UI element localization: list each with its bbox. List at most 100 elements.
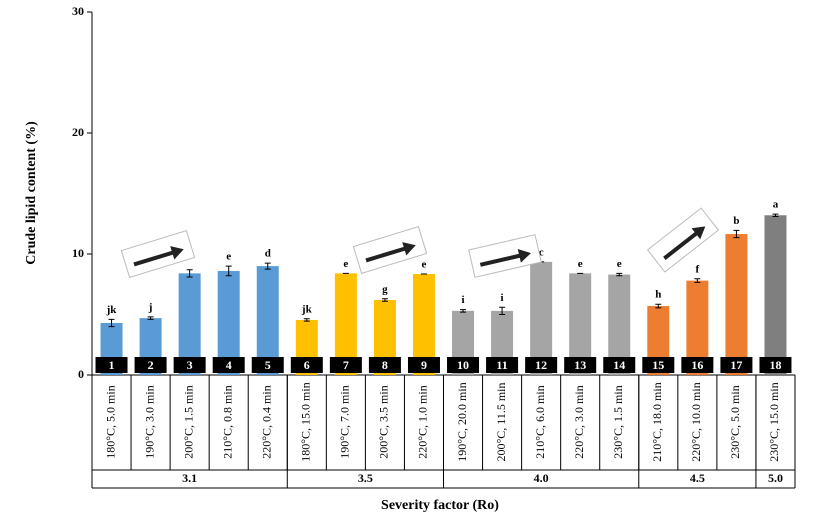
significance-letter: e <box>343 258 348 270</box>
error-bar <box>694 278 701 283</box>
number-box <box>642 357 675 373</box>
x-tick-label: 210°C, 6.0 min <box>533 385 547 458</box>
error-bar <box>147 316 154 320</box>
category-number: 14 <box>613 358 625 372</box>
significance-letter: h <box>655 289 661 301</box>
number-box <box>95 357 128 373</box>
significance-letter: a <box>773 199 779 211</box>
bar <box>686 280 709 375</box>
significance-letter: i <box>501 292 504 304</box>
bar <box>530 261 553 375</box>
category-number: 10 <box>457 358 469 372</box>
group-label: 4.0 <box>534 471 549 485</box>
number-box <box>329 357 362 373</box>
group-label: 4.5 <box>690 471 705 485</box>
x-tick-label: 210°C, 18.0 min <box>650 382 664 461</box>
y-tick-label: 0 <box>78 367 84 381</box>
y-axis-label: Crude lipid content (%) <box>24 121 39 265</box>
x-tick-label: 180°C, 15.0 min <box>299 382 313 461</box>
number-box <box>368 357 401 373</box>
number-box <box>212 357 245 373</box>
x-tick-label: 190°C, 3.0 min <box>142 385 156 458</box>
number-box <box>251 357 284 373</box>
x-tick-label: 210°C, 0.8 min <box>220 385 234 458</box>
x-tick-label: 220°C, 0.4 min <box>260 385 274 458</box>
significance-letter: e <box>617 258 622 270</box>
bar <box>608 274 631 375</box>
trend-arrows <box>120 207 720 278</box>
category-number: 5 <box>265 358 271 372</box>
y-tick-label: 10 <box>72 246 84 260</box>
category-number: 3 <box>187 358 193 372</box>
x-tick-label: 220°C, 3.0 min <box>572 385 586 458</box>
number-box <box>720 357 753 373</box>
error-bar <box>499 306 506 315</box>
category-number: 2 <box>148 358 154 372</box>
category-number: 18 <box>769 358 781 372</box>
number-box <box>290 357 323 373</box>
error-bar <box>381 298 388 302</box>
error-bar <box>264 262 271 270</box>
x-tick-label: 220°C, 1.0 min <box>416 385 430 458</box>
significance-letter: i <box>461 294 464 306</box>
number-box <box>173 357 206 373</box>
significance-letter: f <box>696 263 700 275</box>
number-box <box>759 357 792 373</box>
bar <box>373 299 396 375</box>
bar <box>217 270 240 375</box>
category-number: 15 <box>652 358 664 372</box>
significance-letter: j <box>148 301 153 313</box>
number-box <box>564 357 597 373</box>
category-number: 13 <box>574 358 586 372</box>
error-bar <box>733 229 740 239</box>
y-tick-label: 30 <box>72 4 84 18</box>
bar <box>764 215 787 375</box>
category-number: 17 <box>730 358 742 372</box>
significance-letter: b <box>733 215 739 227</box>
number-box <box>486 357 519 373</box>
error-bar <box>616 272 623 277</box>
bar <box>178 273 201 375</box>
category-number: 16 <box>691 358 703 372</box>
number-box <box>681 357 714 373</box>
x-tick-label: 200°C, 1.5 min <box>181 385 195 458</box>
category-number: 1 <box>109 358 115 372</box>
group-label: 3.5 <box>358 471 373 485</box>
bar <box>334 273 357 375</box>
x-tick-label: 190°C, 7.0 min <box>338 385 352 458</box>
x-tick-label: 230°C, 1.5 min <box>611 385 625 458</box>
x-tick-label: 180°C, 5.0 min <box>103 385 117 458</box>
error-bar <box>186 269 193 278</box>
number-box <box>525 357 558 373</box>
significance-letter: e <box>422 258 427 270</box>
x-tick-label: 190°C, 20.0 min <box>455 382 469 461</box>
significance-letter: d <box>265 248 271 260</box>
significance-letter: g <box>382 283 388 295</box>
bar <box>256 266 279 375</box>
bar <box>569 273 592 375</box>
x-tick-label: 220°C, 10.0 min <box>689 382 703 461</box>
bar <box>412 273 435 375</box>
error-bar <box>303 318 310 322</box>
x-axis-label: Severity factor (Ro) <box>381 498 499 513</box>
number-box <box>603 357 636 373</box>
error-bar <box>108 318 115 328</box>
error-bar <box>225 265 232 277</box>
error-bar <box>460 309 467 313</box>
category-number: 6 <box>304 358 310 372</box>
x-tick-label: 200°C, 11.5 min <box>494 382 508 461</box>
category-number: 4 <box>226 358 232 372</box>
category-number: 7 <box>343 358 349 372</box>
number-box <box>134 357 167 373</box>
y-tick-label: 20 <box>72 125 84 139</box>
x-tick-label: 200°C, 3.5 min <box>377 385 391 458</box>
error-bar <box>772 213 779 217</box>
category-number: 11 <box>496 358 507 372</box>
significance-letter: e <box>578 258 583 270</box>
significance-letter: e <box>226 251 231 263</box>
category-number: 12 <box>535 358 547 372</box>
significance-letter: jk <box>106 304 118 316</box>
category-number: 8 <box>382 358 388 372</box>
significance-letter: jk <box>301 303 313 315</box>
